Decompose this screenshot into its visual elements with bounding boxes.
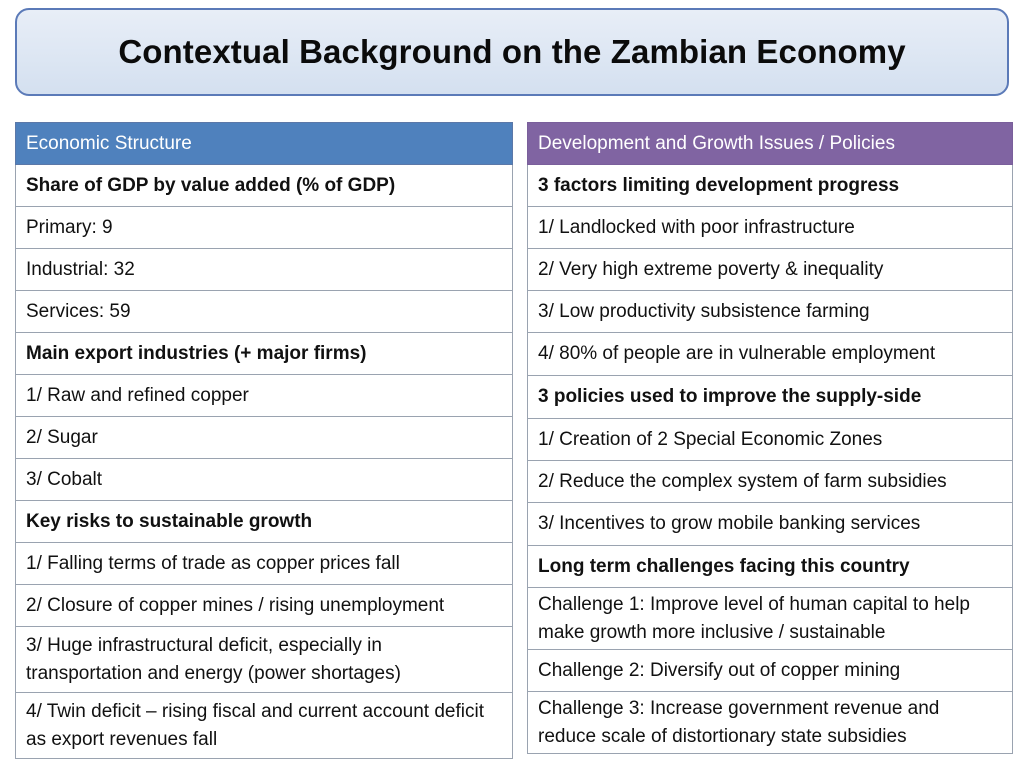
table-cell: 3/ Incentives to grow mobile banking ser… <box>527 502 1013 546</box>
table-row: 2/ Reduce the complex system of farm sub… <box>527 460 1013 503</box>
table-header: Economic Structure <box>15 122 513 165</box>
table-row: 1/ Falling terms of trade as copper pric… <box>15 542 513 585</box>
section-heading: Share of GDP by value added (% of GDP) <box>15 164 513 207</box>
table-cell: 4/ 80% of people are in vulnerable emplo… <box>527 332 1013 376</box>
table-row: Services: 59 <box>15 290 513 333</box>
table-row: 3/ Cobalt <box>15 458 513 501</box>
table-row: 2/ Sugar <box>15 416 513 459</box>
section-heading: Long term challenges facing this country <box>527 545 1013 588</box>
table-row: Challenge 2: Diversify out of copper min… <box>527 649 1013 692</box>
section-heading-row: 3 policies used to improve the supply-si… <box>527 375 1013 419</box>
table-row: Primary: 9 <box>15 206 513 249</box>
table-row: 2/ Very high extreme poverty & inequalit… <box>527 248 1013 291</box>
page-title: Contextual Background on the Zambian Eco… <box>118 33 906 70</box>
section-heading-row: 3 factors limiting development progress <box>527 164 1013 207</box>
table-cell: Challenge 3: Increase government revenue… <box>527 691 1013 754</box>
table-cell: 1/ Falling terms of trade as copper pric… <box>15 542 513 585</box>
table-row: 2/ Closure of copper mines / rising unem… <box>15 584 513 627</box>
table-cell: Industrial: 32 <box>15 248 513 291</box>
table-cell: Primary: 9 <box>15 206 513 249</box>
development-policies-table: Development and Growth Issues / Policies… <box>527 122 1013 754</box>
table-row: 1/ Creation of 2 Special Economic Zones <box>527 418 1013 461</box>
title-box: Contextual Background on the Zambian Eco… <box>15 8 1009 96</box>
table-cell: 2/ Closure of copper mines / rising unem… <box>15 584 513 627</box>
table-row: Challenge 3: Increase government revenue… <box>527 691 1013 754</box>
table-row: 1/ Landlocked with poor infrastructure <box>527 206 1013 249</box>
table-cell: Services: 59 <box>15 290 513 333</box>
table-cell: 1/ Raw and refined copper <box>15 374 513 417</box>
table-cell: 3/ Low productivity subsistence farming <box>527 290 1013 333</box>
table-cell: 1/ Creation of 2 Special Economic Zones <box>527 418 1013 461</box>
table-cell: 1/ Landlocked with poor infrastructure <box>527 206 1013 249</box>
table-cell: 4/ Twin deficit – rising fiscal and curr… <box>15 692 513 759</box>
table-cell: 2/ Sugar <box>15 416 513 459</box>
table-row: 4/ 80% of people are in vulnerable emplo… <box>527 332 1013 376</box>
table-header: Development and Growth Issues / Policies <box>527 122 1013 165</box>
table-header-row: Economic Structure <box>15 122 513 165</box>
section-heading-row: Main export industries (+ major firms) <box>15 332 513 375</box>
table-row: 3/ Low productivity subsistence farming <box>527 290 1013 333</box>
table-row: 3/ Huge infrastructural deficit, especia… <box>15 626 513 693</box>
table-cell: Challenge 2: Diversify out of copper min… <box>527 649 1013 692</box>
table-cell: Challenge 1: Improve level of human capi… <box>527 587 1013 650</box>
table-row: Challenge 1: Improve level of human capi… <box>527 587 1013 650</box>
section-heading-row: Long term challenges facing this country <box>527 545 1013 588</box>
economic-structure-table: Economic Structure Share of GDP by value… <box>15 122 513 759</box>
table-cell: 2/ Reduce the complex system of farm sub… <box>527 460 1013 503</box>
section-heading-row: Share of GDP by value added (% of GDP) <box>15 164 513 207</box>
section-heading-row: Key risks to sustainable growth <box>15 500 513 543</box>
table-header-row: Development and Growth Issues / Policies <box>527 122 1013 165</box>
table-cell: 2/ Very high extreme poverty & inequalit… <box>527 248 1013 291</box>
table-cell: 3/ Cobalt <box>15 458 513 501</box>
table-row: 1/ Raw and refined copper <box>15 374 513 417</box>
table-row: 4/ Twin deficit – rising fiscal and curr… <box>15 692 513 759</box>
section-heading: Main export industries (+ major firms) <box>15 332 513 375</box>
section-heading: 3 factors limiting development progress <box>527 164 1013 207</box>
section-heading: 3 policies used to improve the supply-si… <box>527 375 1013 419</box>
table-row: Industrial: 32 <box>15 248 513 291</box>
table-cell: 3/ Huge infrastructural deficit, especia… <box>15 626 513 693</box>
section-heading: Key risks to sustainable growth <box>15 500 513 543</box>
table-row: 3/ Incentives to grow mobile banking ser… <box>527 502 1013 546</box>
